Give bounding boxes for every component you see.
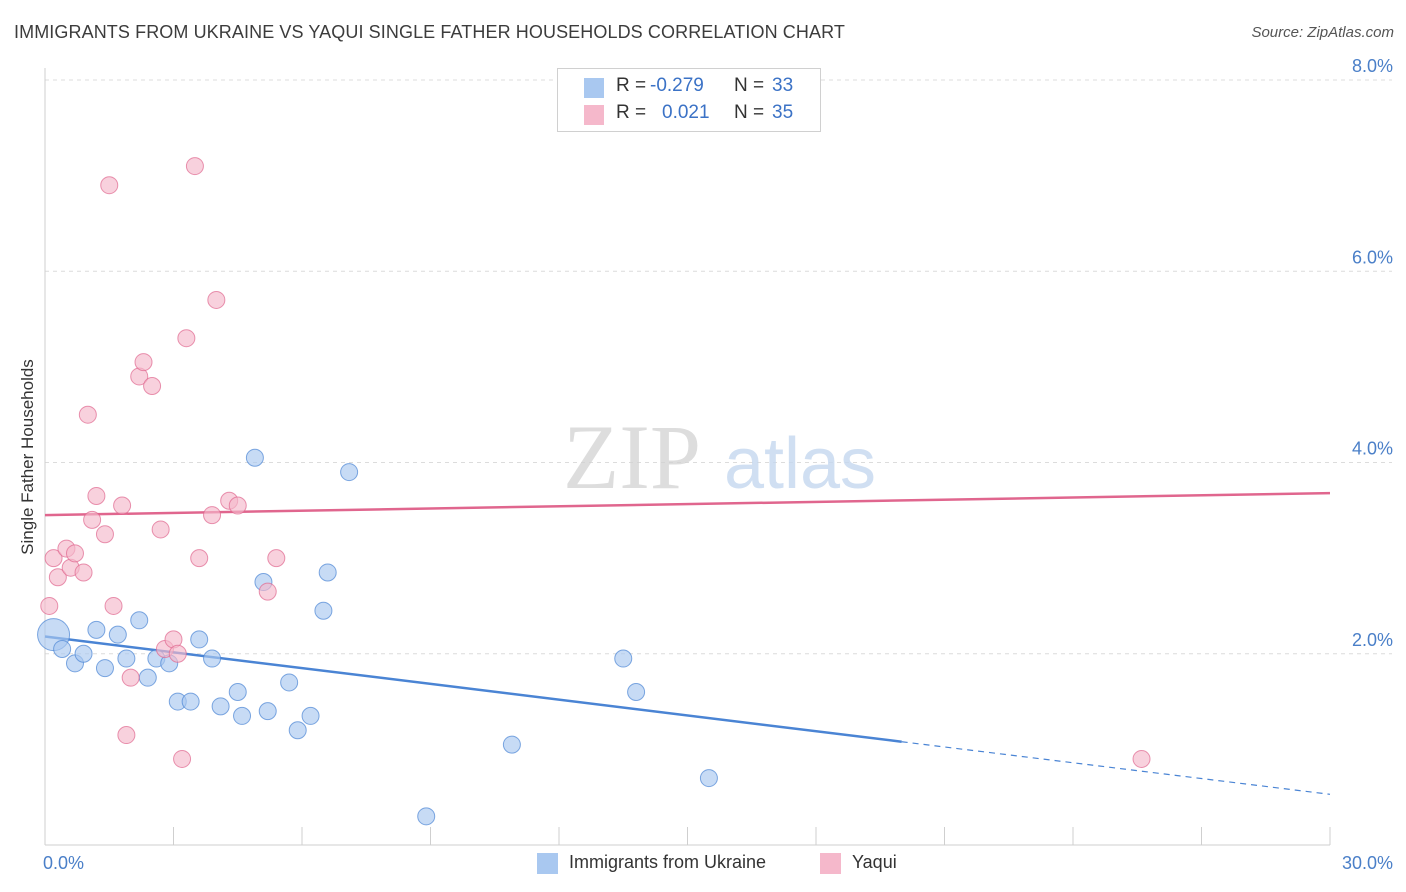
point-yaqui: [95, 525, 114, 544]
point-ukraine: [130, 611, 149, 630]
point-ukraine: [318, 563, 337, 582]
point-ukraine: [314, 601, 333, 620]
point-ukraine: [340, 463, 359, 482]
point-yaqui: [113, 496, 132, 515]
point-yaqui: [143, 377, 162, 395]
point-yaqui: [87, 486, 106, 505]
point-yaqui: [173, 749, 192, 768]
x-tick-label-min: 0.0%: [43, 853, 84, 873]
point-ukraine: [203, 649, 222, 668]
point-yaqui: [44, 549, 63, 568]
point-ukraine: [117, 649, 136, 668]
point-ukraine: [627, 683, 646, 701]
point-yaqui: [1132, 749, 1151, 768]
point-yaqui: [258, 582, 277, 601]
chart-title: IMMIGRANTS FROM UKRAINE VS YAQUI SINGLE …: [14, 22, 845, 42]
point-yaqui: [168, 644, 187, 663]
point-ukraine: [181, 692, 200, 711]
y-tick-label: 8.0%: [1352, 56, 1393, 76]
point-yaqui: [117, 726, 136, 745]
point-yaqui: [121, 668, 140, 687]
point-ukraine: [502, 735, 521, 754]
point-yaqui: [190, 549, 209, 568]
correlation-stats-box: R = -0.279 N = 33 R = 0.021 N = 35: [557, 68, 821, 132]
watermark-atlas: atlas: [724, 424, 876, 504]
trend-lines: [44, 491, 1331, 795]
r-label: R =: [616, 75, 647, 96]
point-yaqui: [83, 510, 102, 529]
n-value: 33: [772, 75, 794, 96]
point-ukraine: [138, 668, 157, 687]
stats-row-yaqui: R = 0.021 N = 35: [558, 102, 820, 128]
point-yaqui: [65, 544, 84, 563]
point-ukraine: [190, 630, 209, 649]
point-ukraine: [258, 702, 277, 721]
legend-swatch-ukraine: [537, 853, 558, 874]
point-ukraine: [417, 807, 436, 826]
point-ukraine: [211, 697, 230, 716]
n-label: N =: [734, 75, 765, 96]
point-ukraine: [288, 721, 307, 740]
trend-line-ukraine: [44, 635, 902, 743]
point-yaqui: [74, 563, 93, 582]
legend-label-ukraine: Immigrants from Ukraine: [569, 852, 767, 872]
r-value: 0.021: [662, 102, 710, 123]
point-ukraine: [699, 769, 718, 788]
stats-swatch-ukraine: [584, 78, 604, 98]
point-yaqui: [78, 405, 97, 424]
data-points: [37, 71, 1151, 826]
point-yaqui: [177, 329, 196, 348]
y-tick-label: 2.0%: [1352, 630, 1393, 650]
y-tick-label: 6.0%: [1352, 247, 1393, 267]
point-yaqui: [185, 157, 204, 176]
point-yaqui: [207, 290, 226, 309]
point-ukraine: [233, 706, 252, 725]
point-ukraine: [74, 644, 93, 663]
point-ukraine: [108, 625, 127, 644]
point-yaqui: [134, 353, 153, 372]
point-ukraine: [95, 659, 114, 678]
r-label: R =: [616, 102, 647, 123]
legend-label-yaqui: Yaqui: [852, 852, 897, 872]
y-axis-label: Single Father Households: [18, 359, 37, 555]
point-ukraine: [87, 620, 106, 639]
point-ukraine: [245, 448, 264, 467]
watermark-zip: ZIP: [563, 406, 701, 508]
point-yaqui: [151, 520, 170, 539]
axes: [44, 68, 1331, 846]
legend-swatch-yaqui: [820, 853, 841, 874]
point-yaqui: [104, 596, 123, 615]
trend-line-ukraine: [901, 741, 1331, 795]
n-label: N =: [734, 102, 765, 123]
stats-swatch-yaqui: [584, 105, 604, 125]
point-ukraine: [53, 639, 72, 658]
x-tick-label-max: 30.0%: [1342, 853, 1393, 873]
point-yaqui: [48, 568, 67, 587]
trend-line-yaqui: [44, 491, 1331, 517]
watermark: ZIP atlas: [563, 406, 876, 508]
stats-row-ukraine: R = -0.279 N = 33: [558, 75, 820, 101]
gridlines: [45, 79, 1392, 655]
source-label: Source: ZipAtlas.com: [1251, 24, 1394, 41]
point-yaqui: [203, 506, 222, 525]
point-yaqui: [100, 176, 119, 195]
tick-labels: 2.0% 4.0% 6.0% 8.0% 0.0% 30.0%: [43, 56, 1393, 873]
point-yaqui: [228, 496, 247, 515]
point-ukraine: [614, 649, 633, 668]
point-ukraine: [228, 683, 247, 701]
point-yaqui: [267, 549, 286, 568]
y-tick-label: 4.0%: [1352, 439, 1393, 459]
r-value: -0.279: [650, 75, 704, 96]
point-yaqui: [40, 596, 59, 615]
n-value: 35: [772, 102, 794, 123]
point-ukraine: [301, 706, 320, 725]
point-ukraine: [280, 673, 299, 692]
